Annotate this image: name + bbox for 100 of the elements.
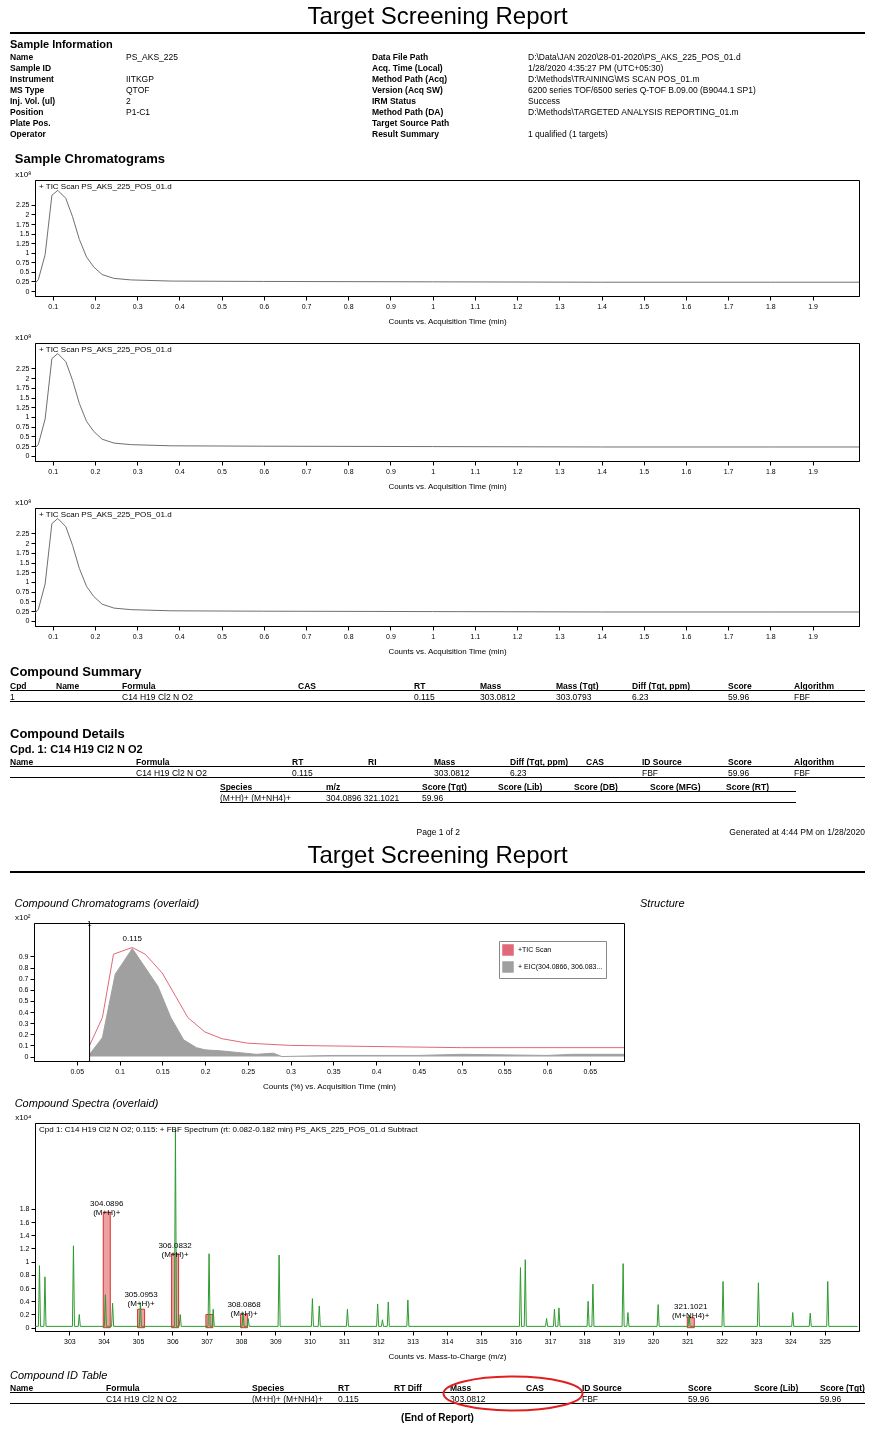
text: MS Type: [10, 85, 46, 95]
text: (M+H)+ (M+NH4)+: [252, 1394, 324, 1404]
text: 0.115: [292, 768, 314, 778]
text: PS_AKS_225: [126, 52, 179, 62]
text: 1 qualified (1 targets): [528, 129, 609, 139]
y-axis-title: x10⁴: [15, 1112, 33, 1122]
text: 0.115: [338, 1394, 360, 1404]
text: D:\Methods\TRAINING\MS SCAN POS_01.m: [528, 74, 701, 84]
text: FBF: [582, 1394, 600, 1404]
chart-subtitle: + TIC Scan PS_AKS_225_POS_01.d: [39, 510, 172, 519]
text: Data File Path: [372, 52, 430, 62]
text: Target Screening Report: [10, 841, 865, 873]
x-axis-title: Counts (%) vs. Acquisition Time (min): [263, 1081, 397, 1091]
text: Species: [220, 782, 254, 792]
text: C14 H19 Cl2 N O2: [106, 1394, 178, 1404]
x-axis-title: Counts vs. Acquisition Time (min): [388, 316, 507, 326]
text: 0.115: [414, 692, 436, 702]
chart-subtitle: + TIC Scan PS_AKS_225_POS_01.d: [39, 182, 172, 191]
chart-subtitle: Cpd 1: C14 H19 Cl2 N O2; 0.115: + FBF Spectrum (rt: 0.082-0.182 min) PS_AKS_225_POS_01.d Subtract: [39, 1125, 419, 1134]
text: 303.0812: [480, 692, 517, 702]
text: Sample ID: [10, 63, 53, 73]
text: RI: [368, 757, 378, 767]
text: Target Source Path: [372, 118, 451, 128]
text: 303.0793: [556, 692, 593, 702]
text: Species: [252, 1383, 286, 1393]
text: Name: [10, 757, 35, 767]
text: Position: [10, 107, 45, 117]
y-axis-title: x10⁸: [15, 169, 32, 179]
text: RT: [414, 681, 427, 691]
chart-title: Compound Chromatograms (overlaid): [14, 897, 200, 909]
y-axis-title: x10²: [14, 912, 31, 922]
text: Target Screening Report: [10, 2, 865, 34]
text: 6200 series TOF/6500 series Q-TOF B.09.00 (B9044.1 SP1): [528, 85, 757, 95]
text: Page 1 of 2: [415, 827, 460, 837]
text: Name: [10, 52, 35, 62]
text: CAS: [526, 1383, 545, 1393]
text: 59.96: [728, 768, 751, 778]
text: 59.96: [422, 793, 445, 803]
text: Inj. Vol. (ul): [10, 96, 57, 106]
text: 59.96: [728, 692, 751, 702]
text: Formula: [122, 681, 157, 691]
text: Algorithm: [794, 757, 836, 767]
text: 1/28/2020 4:35:27 PM (UTC+05:30): [528, 63, 665, 73]
text: Formula: [106, 1383, 141, 1393]
text: C14 H19 Cl2 N O2: [136, 768, 208, 778]
text: Method Path (Acq): [372, 74, 449, 84]
text: CAS: [298, 681, 317, 691]
text: Name: [10, 1383, 35, 1393]
text: Algorithm: [794, 681, 836, 691]
chart-subtitle: + TIC Scan PS_AKS_225_POS_01.d: [39, 345, 172, 354]
text: P1-C1: [126, 107, 152, 117]
text: FBF: [794, 692, 812, 702]
text: (End of Report): [400, 1412, 475, 1423]
text: 59.96: [688, 1394, 711, 1404]
text: D:\Methods\TARGETED ANALYSIS REPORTING_01.m: [528, 107, 740, 117]
text: Plate Pos.: [10, 118, 52, 128]
text: C14 H19 Cl2 N O2: [122, 692, 194, 702]
text: Instrument: [10, 74, 55, 84]
text: QTOF: [126, 85, 151, 95]
text: RT: [292, 757, 305, 767]
annotation: 304.0896 (M+H)+: [90, 1199, 124, 1218]
text: Success: [528, 96, 562, 106]
annotation: 305.0953 (M+H)+: [124, 1289, 159, 1308]
text: Compound ID Table: [10, 1369, 109, 1381]
text: ID Source: [582, 1383, 623, 1393]
text: Sample Information: [10, 38, 114, 50]
text: Method Path (DA): [372, 107, 445, 117]
text: Acq. Time (Local): [372, 63, 444, 73]
text: D:\Data\JAN 2020\28-01-2020\PS_AKS_225_POS_01.d: [528, 52, 742, 62]
text: Score: [688, 1383, 713, 1393]
annotation: 321.1021 (M+NH4)+: [672, 1302, 710, 1321]
text: Name: [56, 681, 81, 691]
text: Operator: [10, 129, 47, 139]
text: IITKGP: [126, 74, 155, 84]
text: 59.96: [820, 1394, 843, 1404]
text: 303.0812: [434, 768, 471, 778]
text: Structure: [640, 897, 685, 909]
text: Score (DB): [574, 782, 619, 792]
x-axis-title: Counts vs. Mass-to-Charge (m/z): [388, 1351, 507, 1361]
text: Compound Summary: [10, 664, 143, 679]
annotation: 308.0868 (M+H)+: [227, 1299, 262, 1318]
text: Version (Acq SW): [372, 85, 444, 95]
text: Formula: [136, 757, 171, 767]
text: Cpd. 1: C14 H19 Cl2 N O2: [10, 743, 144, 755]
text: 6.23: [632, 692, 650, 702]
y-axis-title: x10⁸: [15, 497, 32, 507]
annotation: 0.115: [122, 934, 143, 944]
x-axis-title: Counts vs. Acquisition Time (min): [388, 481, 507, 491]
chart-title: Compound Spectra (overlaid): [14, 1097, 159, 1109]
text: Compound Details: [10, 726, 126, 741]
text: Generated at 4:44 PM on 1/28/2020: [728, 827, 865, 837]
text: 6.23: [510, 768, 528, 778]
text: Mass: [450, 1383, 473, 1393]
chart-title: Sample Chromatograms: [14, 151, 165, 166]
x-axis-title: Counts vs. Acquisition Time (min): [388, 646, 507, 656]
text: 2: [126, 96, 132, 106]
text: (M+H)+ (M+NH4)+: [220, 793, 292, 803]
text: 304.0896 321.1021: [326, 793, 401, 803]
text: IRM Status: [372, 96, 417, 106]
text: Score (MFG): [650, 782, 702, 792]
